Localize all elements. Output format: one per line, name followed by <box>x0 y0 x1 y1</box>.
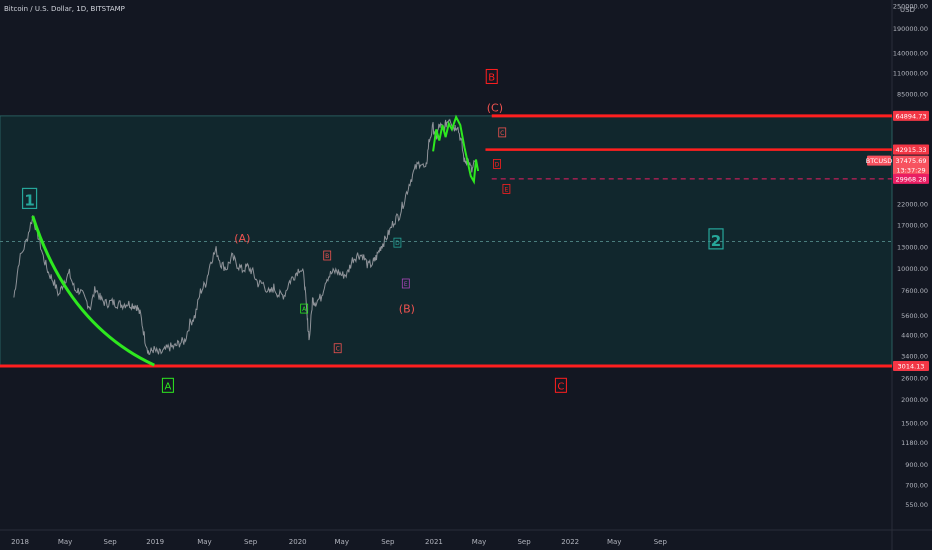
wave-label-box <box>485 68 498 84</box>
x-tick-label: Sep <box>244 538 258 546</box>
x-tick-label: 2018 <box>11 538 29 546</box>
x-tick-label: 2022 <box>561 538 579 546</box>
y-tick-label: 17000.00 <box>897 222 928 230</box>
x-tick-label: Sep <box>381 538 395 546</box>
y-tick-label: 190000.00 <box>893 25 928 33</box>
wave-label-C: C <box>336 346 340 353</box>
wave-label-C: C <box>557 381 564 392</box>
y-tick-label: 5600.00 <box>901 312 928 320</box>
x-tick-label: May <box>197 538 211 546</box>
wave-label-box <box>498 127 507 138</box>
price-series <box>13 118 476 355</box>
wave-label-(A): (A) <box>234 232 250 245</box>
y-tick-label: 10000.00 <box>897 265 928 273</box>
price-badge <box>893 155 929 176</box>
y-tick-label: 13000.00 <box>897 243 928 251</box>
y-tick-label: 140000.00 <box>893 50 928 58</box>
green-decay-curve <box>31 215 155 367</box>
price-badge <box>893 173 929 184</box>
y-tick-label: 3400.00 <box>901 353 928 361</box>
y-tick-label: 110000.00 <box>893 69 928 77</box>
y-tick-label: 4400.00 <box>901 332 928 340</box>
wave-label-box <box>323 250 332 261</box>
y-tick-label: 900.00 <box>905 461 928 469</box>
x-tick-label: 2021 <box>425 538 443 546</box>
price-badge-text: 64894.73 <box>895 112 926 120</box>
y-tick-label: 85000.00 <box>897 90 928 98</box>
wave-label-box <box>21 187 38 210</box>
wave-label-box <box>393 237 402 248</box>
price-badge-text: 3014.13 <box>898 363 925 371</box>
y-tick-label: 7600.00 <box>901 287 928 295</box>
x-tick-label: 2020 <box>289 538 307 546</box>
currency-label: USD <box>900 6 915 14</box>
wave-label-D: D <box>395 240 400 247</box>
wave-label-D: D <box>495 161 500 168</box>
price-badge-text: 37475.69 <box>895 157 926 165</box>
wave-label-B: B <box>325 253 329 260</box>
green-impulse-path <box>432 114 480 185</box>
x-tick-label: Sep <box>104 538 118 546</box>
price-badge <box>893 110 929 121</box>
y-tick-label: 250000.00 <box>893 3 928 11</box>
price-badge <box>893 361 929 372</box>
y-tick-label: 2000.00 <box>901 396 928 404</box>
y-tick-label: 550.00 <box>905 501 928 509</box>
wave-label-E: E <box>505 186 509 193</box>
x-tick-label: Sep <box>654 538 668 546</box>
wave-label-(C): (C) <box>487 101 503 114</box>
price-badge <box>893 144 929 155</box>
chart-title: Bitcoin / U.S. Dollar, 1D, BITSTAMP <box>4 5 125 13</box>
y-tick-label: 22000.00 <box>897 201 928 209</box>
x-tick-label: Sep <box>517 538 531 546</box>
wave-label-1: 1 <box>24 191 34 209</box>
countdown-text: 13:37:29 <box>896 167 925 175</box>
y-tick-label: 1180.00 <box>901 439 928 447</box>
wave-label-B: B <box>488 72 495 83</box>
y-tick-label: 2600.00 <box>901 375 928 383</box>
wave-label-A: A <box>164 381 171 392</box>
wave-label-box <box>161 377 174 393</box>
symbol-badge <box>867 155 891 166</box>
wave-label-(B): (B) <box>399 303 415 316</box>
x-tick-label: May <box>58 538 72 546</box>
price-badge-text: 42915.33 <box>895 146 926 154</box>
x-tick-label: 2019 <box>146 538 164 546</box>
wave-label-2: 2 <box>711 232 721 250</box>
x-tick-label: May <box>334 538 348 546</box>
y-tick-label: 700.00 <box>905 481 928 489</box>
wave-label-A: A <box>302 306 307 313</box>
wave-label-box <box>554 377 567 393</box>
range-box <box>0 115 893 367</box>
wave-label-box <box>493 159 501 169</box>
wave-label-C: C <box>500 130 504 137</box>
wave-label-box <box>401 278 410 289</box>
wave-label-box <box>502 183 511 194</box>
wave-label-box <box>300 303 309 314</box>
price-badge-text: 29968.28 <box>895 175 926 183</box>
plot-area <box>0 114 892 368</box>
wave-label-E: E <box>404 281 408 288</box>
x-tick-label: May <box>607 538 621 546</box>
wave-label-box <box>333 343 342 354</box>
y-tick-label: 1500.00 <box>901 419 928 427</box>
symbol-badge-text: BTCUSD <box>866 157 892 165</box>
wave-label-box <box>708 228 724 250</box>
x-tick-label: May <box>472 538 486 546</box>
